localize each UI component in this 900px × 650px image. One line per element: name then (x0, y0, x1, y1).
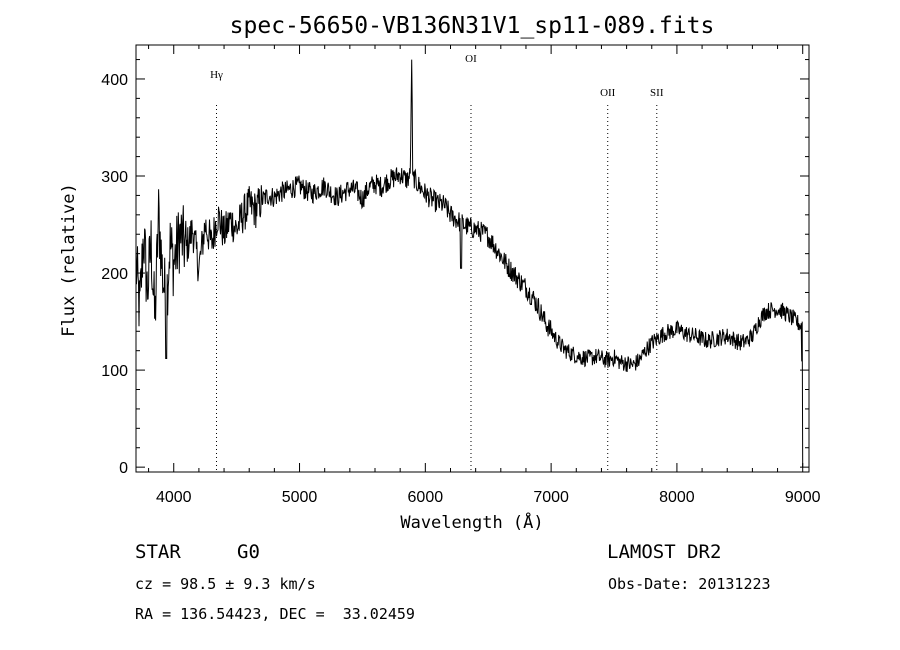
observation-date: Obs-Date: 20131223 (608, 575, 771, 593)
axis-ticks (136, 45, 809, 472)
y-tick-labels: 0 100 200 300 400 (101, 72, 128, 477)
emission-line-markers: Hγ OI OII SII (210, 53, 664, 472)
redshift-velocity: cz = 98.5 ± 9.3 km/s (135, 575, 316, 593)
y-axis-label: Flux (relative) (59, 183, 79, 337)
line-marker-label: SII (650, 87, 664, 99)
plot-frame (135, 44, 810, 473)
object-subclass: G0 (237, 541, 260, 563)
chart-title: spec-56650-VB136N31V1_sp11-089.fits (230, 13, 715, 39)
survey-name: LAMOST DR2 (607, 541, 722, 563)
x-tick-label: 4000 (156, 489, 192, 506)
coordinates: RA = 136.54423, DEC = 33.02459 (135, 605, 415, 623)
y-tick-label: 300 (101, 169, 128, 186)
spectrum-line (135, 59, 804, 468)
y-tick-label: 0 (119, 460, 128, 477)
y-tick-label: 400 (101, 72, 128, 89)
x-tick-label: 9000 (785, 489, 821, 506)
x-tick-label: 8000 (659, 489, 695, 506)
x-tick-labels: 4000 5000 6000 7000 8000 9000 (156, 489, 821, 506)
x-tick-label: 7000 (533, 489, 569, 506)
y-tick-label: 200 (101, 266, 128, 283)
object-class: STAR (135, 541, 181, 563)
y-tick-label: 100 (101, 363, 128, 380)
x-tick-label: 6000 (408, 489, 444, 506)
line-marker-label: OII (600, 87, 616, 99)
line-marker-label: Hγ (210, 69, 223, 81)
line-marker-label: OI (465, 53, 477, 65)
x-tick-label: 5000 (282, 489, 318, 506)
x-axis-label: Wavelength (Å) (400, 511, 543, 533)
